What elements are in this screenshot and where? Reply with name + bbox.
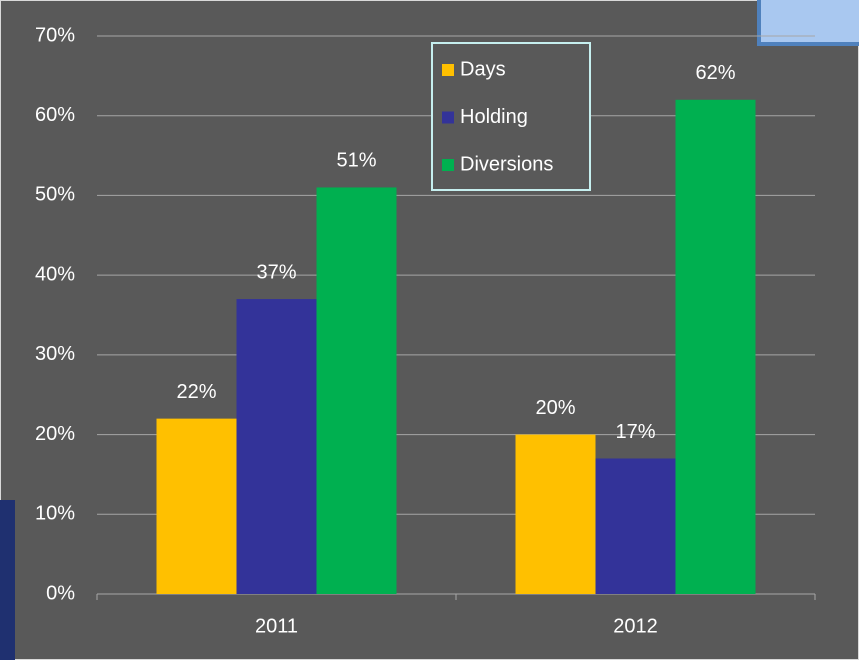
bar — [156, 418, 237, 594]
data-label: 62% — [695, 62, 735, 84]
y-tick-label: 50% — [35, 184, 75, 206]
y-tick-label: 70% — [35, 24, 75, 46]
y-tick-label: 60% — [35, 104, 75, 126]
legend-swatch — [442, 159, 454, 171]
legend-label: Holding — [460, 106, 528, 128]
y-tick-label: 10% — [35, 503, 75, 525]
decoration — [0, 500, 15, 660]
bar — [595, 458, 676, 594]
decoration — [757, 0, 859, 46]
bar — [316, 187, 397, 594]
data-label: 20% — [535, 397, 575, 419]
x-tick-label: 2011 — [255, 615, 298, 637]
data-label: 51% — [336, 150, 376, 172]
legend-label: Diversions — [460, 153, 553, 175]
bar — [236, 299, 317, 594]
data-label: 17% — [615, 421, 655, 443]
x-tick-label: 2012 — [613, 615, 658, 637]
data-label: 37% — [256, 261, 296, 283]
y-tick-label: 0% — [46, 582, 75, 604]
legend-label: Days — [460, 58, 506, 80]
bar — [515, 434, 596, 594]
data-label: 22% — [176, 381, 216, 403]
y-tick-label: 40% — [35, 263, 75, 285]
legend-swatch — [442, 111, 454, 124]
legend-box — [431, 42, 591, 191]
y-tick-label: 20% — [35, 423, 75, 445]
legend-swatch — [442, 64, 454, 76]
bar — [675, 99, 756, 595]
y-tick-label: 30% — [35, 343, 75, 365]
